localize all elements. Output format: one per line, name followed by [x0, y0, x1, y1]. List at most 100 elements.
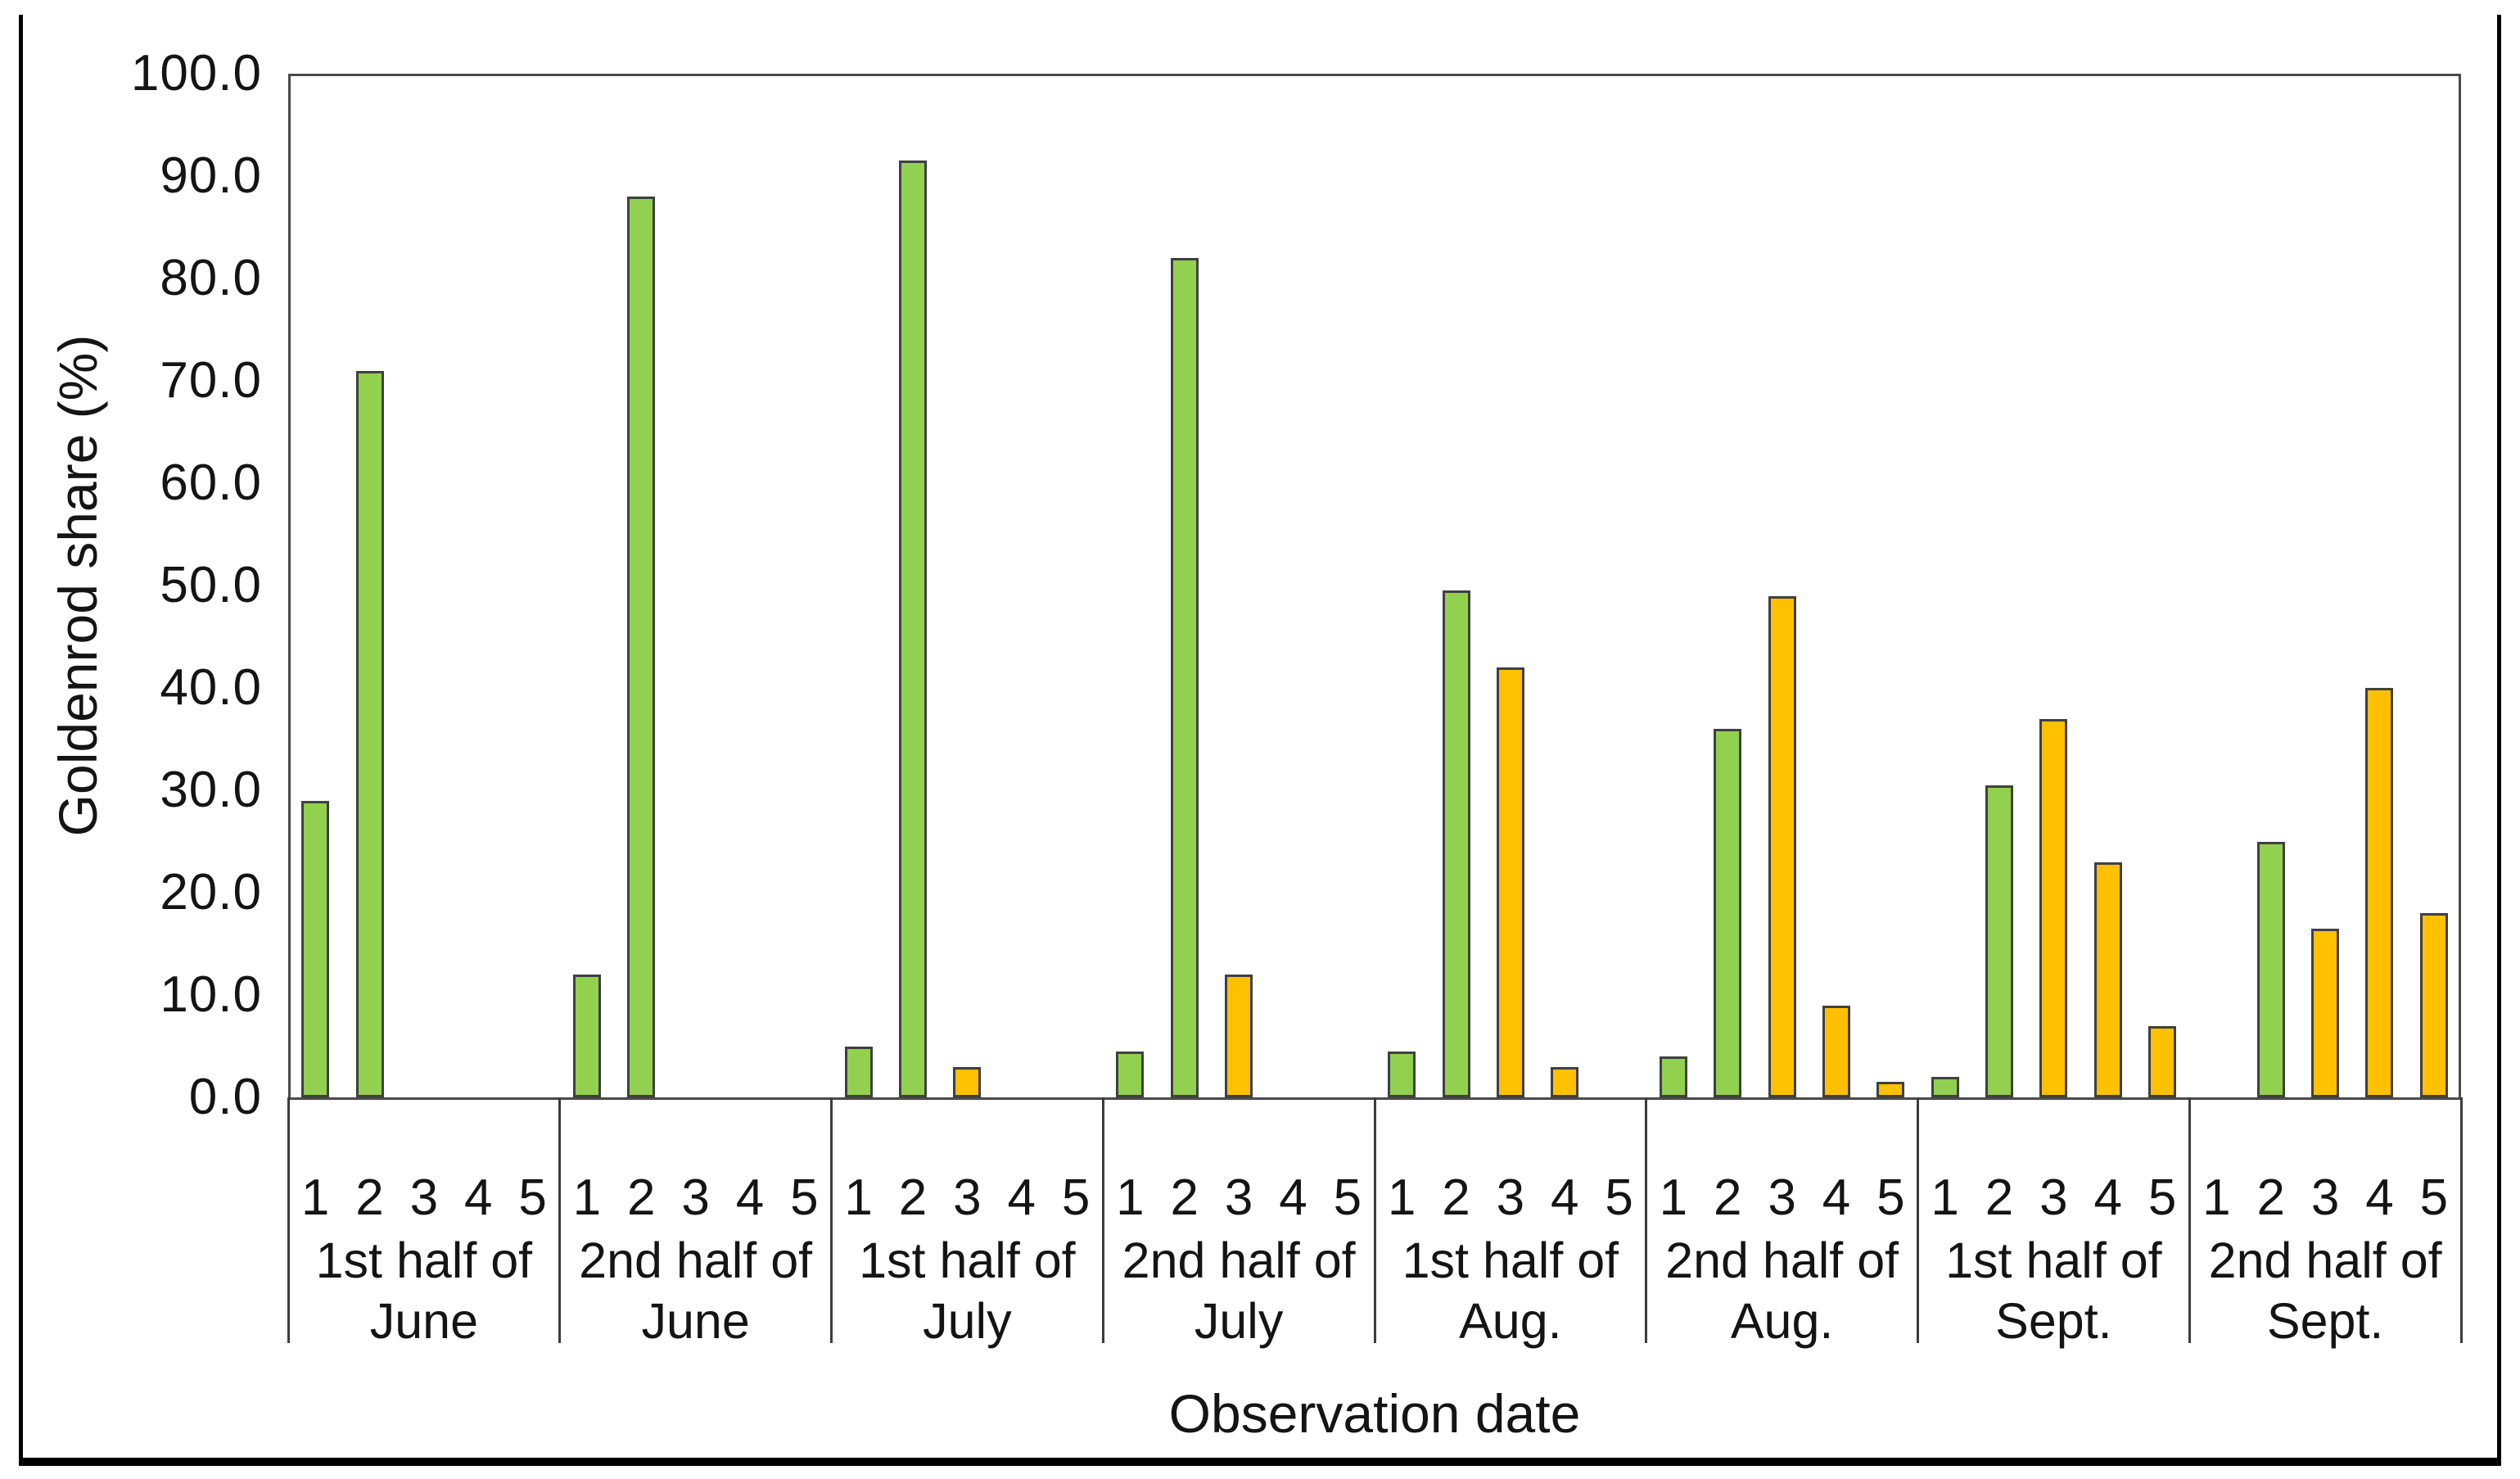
- slot-number-label: 5: [518, 1169, 547, 1226]
- group-label: 1st half of Sept.: [1918, 1230, 2190, 1351]
- bar-green: [899, 161, 928, 1097]
- group-label-line: 2nd half of: [1122, 1232, 1356, 1288]
- slot-number-label: 5: [1061, 1169, 1091, 1226]
- bar-yellow: [2039, 718, 2068, 1097]
- figure-border-bottom: [19, 1458, 2501, 1466]
- group-label: 2nd half of June: [560, 1230, 832, 1351]
- bar-green: [1714, 729, 1742, 1097]
- group-label: 2nd half of Sept.: [2189, 1230, 2461, 1351]
- group-separator: [287, 1097, 290, 1343]
- bar-yellow: [2148, 1025, 2177, 1097]
- slot-number-label: 2: [898, 1169, 928, 1226]
- group-label: 2nd half of Aug.: [1646, 1230, 1918, 1351]
- y-tick-label: 50.0: [160, 557, 262, 613]
- slot-number-label: 4: [1822, 1169, 1851, 1226]
- slot-number-label: 1: [1116, 1169, 1145, 1226]
- bar-yellow: [1876, 1082, 1905, 1097]
- y-tick-label: 30.0: [160, 762, 262, 818]
- slot-number-label: 1: [1387, 1169, 1416, 1226]
- bar-yellow: [2311, 928, 2340, 1097]
- figure-border-left: [19, 15, 23, 1466]
- slot-number-label: 3: [953, 1169, 982, 1226]
- bar-yellow: [1822, 1005, 1850, 1097]
- y-tick-label: 100.0: [130, 45, 262, 102]
- bar-green: [1931, 1077, 1959, 1097]
- group-separator: [830, 1097, 833, 1343]
- group-label-line: 1st half of: [315, 1232, 533, 1288]
- slot-number-label: 2: [355, 1169, 384, 1226]
- bar-green: [355, 370, 384, 1097]
- bar-green: [1659, 1056, 1687, 1097]
- group-separator: [558, 1097, 562, 1343]
- group-separator: [1645, 1097, 1648, 1343]
- y-tick-label: 90.0: [160, 147, 262, 204]
- slot-number-label: 2: [1714, 1169, 1742, 1226]
- slot-number-label: 2: [1170, 1169, 1199, 1226]
- group-separator: [1101, 1097, 1104, 1343]
- slot-number-label: 3: [1224, 1169, 1253, 1226]
- slot-number-label: 4: [463, 1169, 493, 1226]
- slot-number-label: 1: [1659, 1169, 1688, 1226]
- y-tick-label: 60.0: [160, 455, 262, 511]
- y-tick-label: 0.0: [188, 1069, 262, 1125]
- bar-green: [572, 975, 601, 1097]
- slot-number-label: 4: [1007, 1169, 1036, 1226]
- group-separator: [1373, 1097, 1376, 1343]
- group-label-line: 2nd half of: [1665, 1232, 1899, 1288]
- slot-number-label: 5: [790, 1169, 819, 1226]
- group-label-line: June: [641, 1293, 750, 1349]
- group-label-line: 1st half of: [859, 1232, 1076, 1288]
- slot-number-label: 4: [2365, 1169, 2394, 1226]
- y-tick-label: 20.0: [160, 864, 262, 920]
- bar-green: [844, 1046, 873, 1097]
- bar-yellow: [1551, 1066, 1579, 1097]
- slot-number-label: 5: [1605, 1169, 1633, 1226]
- slot-number-label: 1: [844, 1169, 873, 1226]
- x-axis-title: Observation date: [1168, 1383, 1581, 1444]
- slot-number-label: 5: [2419, 1169, 2449, 1226]
- group-label-line: Aug.: [1730, 1293, 1834, 1349]
- slot-number-label: 2: [627, 1169, 656, 1226]
- slot-number-label: 5: [1333, 1169, 1362, 1226]
- slot-number-label: 1: [2202, 1169, 2231, 1226]
- slot-number-label: 1: [572, 1169, 602, 1226]
- slot-number-label: 5: [2147, 1169, 2177, 1226]
- group-label-line: 1st half of: [1402, 1232, 1619, 1288]
- bar-yellow: [1768, 595, 1796, 1097]
- group-separator: [2459, 1097, 2463, 1343]
- bar-green: [1388, 1051, 1416, 1097]
- slot-number-label: 4: [2093, 1169, 2122, 1226]
- bar-green: [1116, 1051, 1145, 1097]
- bar-green: [1985, 785, 2014, 1097]
- group-separator: [2188, 1097, 2191, 1343]
- slot-number-label: 3: [2039, 1169, 2068, 1226]
- group-label-line: July: [923, 1293, 1012, 1349]
- group-label: 1st half of July: [832, 1230, 1104, 1351]
- bar-yellow: [1225, 975, 1253, 1097]
- bar-yellow: [2093, 862, 2122, 1097]
- group-label: 2nd half of July: [1103, 1230, 1375, 1351]
- group-separator: [1917, 1097, 1919, 1343]
- group-label-line: June: [369, 1293, 479, 1349]
- bar-yellow: [953, 1066, 982, 1097]
- slot-number-label: 4: [1279, 1169, 1307, 1226]
- slot-number-label: 5: [1876, 1169, 1905, 1226]
- slot-number-label: 2: [2256, 1169, 2285, 1226]
- group-label-line: 2nd half of: [2208, 1232, 2442, 1288]
- bar-green: [1170, 258, 1199, 1097]
- y-tick-label: 80.0: [160, 250, 262, 306]
- group-label-line: July: [1194, 1293, 1284, 1349]
- group-label: 1st half of June: [288, 1230, 560, 1351]
- bar-green: [2256, 841, 2285, 1097]
- group-label-line: Aug.: [1459, 1293, 1562, 1349]
- slot-number-label: 3: [2310, 1169, 2340, 1226]
- y-tick-label: 70.0: [160, 352, 262, 409]
- slot-number-label: 1: [1931, 1169, 1959, 1226]
- slot-number-label: 2: [1442, 1169, 1470, 1226]
- bar-yellow: [2365, 688, 2394, 1097]
- group-label: 1st half of Aug.: [1375, 1230, 1646, 1351]
- slot-number-label: 4: [1550, 1169, 1579, 1226]
- bar-green: [1442, 590, 1470, 1097]
- slot-number-label: 3: [409, 1169, 439, 1226]
